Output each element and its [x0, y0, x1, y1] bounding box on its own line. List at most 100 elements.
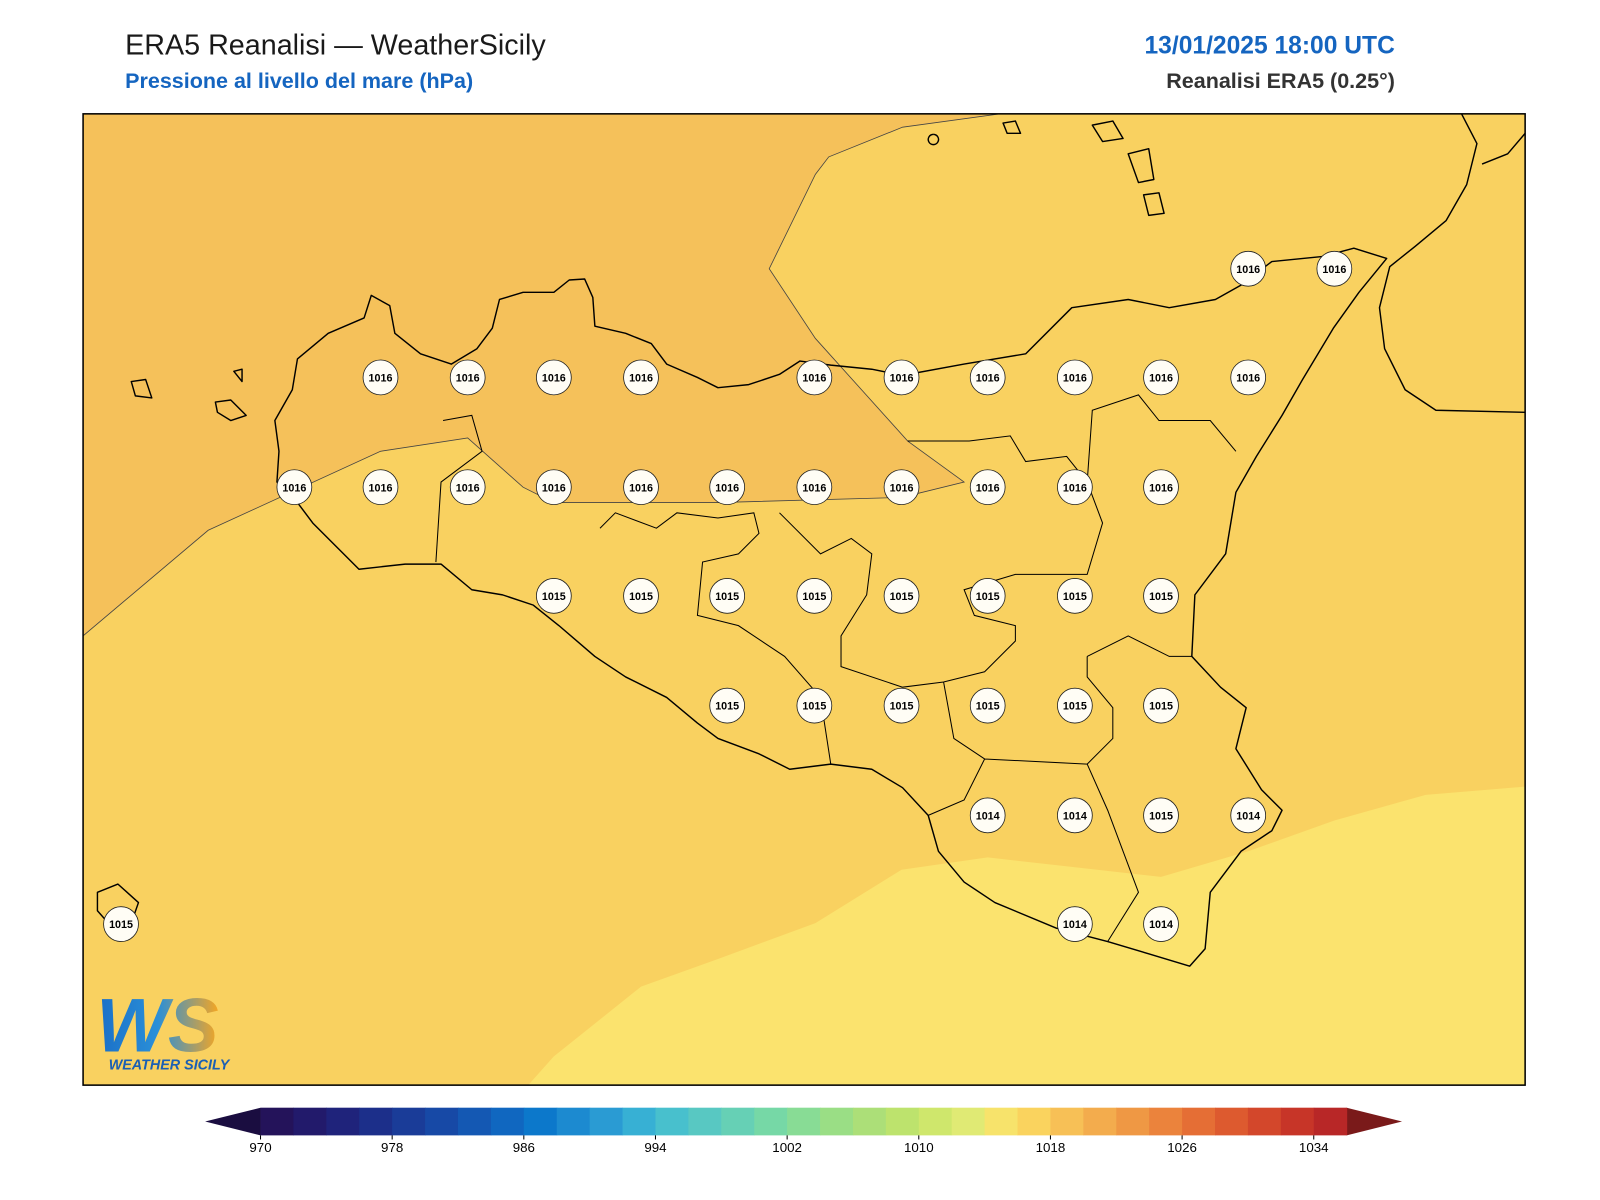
colorbar-tick-label: 994	[644, 1140, 667, 1155]
colorbar-bin	[820, 1107, 854, 1136]
station-marker	[1057, 797, 1093, 834]
station-value: 1016	[1236, 373, 1260, 385]
station-value: 1016	[1063, 482, 1087, 494]
station-value: 1015	[802, 591, 826, 603]
station-marker	[1230, 359, 1267, 396]
colorbar-tick-label: 1010	[904, 1140, 934, 1155]
station-value: 1016	[1149, 373, 1173, 385]
datetime: 13/01/2025 18:00 UTC	[1144, 32, 1395, 59]
station-marker	[796, 359, 833, 396]
station-marker	[1143, 906, 1179, 942]
colorbar-bin	[1280, 1107, 1315, 1136]
subtitle: Pressione al livello del mare (hPa)	[125, 69, 473, 93]
pressure-zone	[528, 786, 1526, 1086]
colorbar-bin	[260, 1107, 294, 1136]
colorbar-bin	[490, 1107, 525, 1136]
station-marker	[969, 359, 1006, 396]
station-marker	[623, 578, 659, 614]
colorbar-tick-label: 970	[249, 1140, 271, 1155]
colorbar-extend-high	[1346, 1107, 1403, 1136]
coastline	[274, 247, 1388, 967]
station-marker	[536, 359, 572, 396]
station-marker	[362, 469, 399, 506]
colorbar-bin	[293, 1107, 327, 1136]
station-value: 1014	[1149, 919, 1173, 931]
title: ERA5 Reanalisi — WeatherSicily	[125, 29, 546, 61]
station-value: 1014	[1063, 810, 1087, 822]
logo-text: WEATHER SICILY	[109, 1058, 231, 1074]
colorbar-extend-low	[205, 1107, 261, 1136]
station-value: 1015	[1063, 701, 1087, 713]
station-marker	[1057, 578, 1093, 614]
station-value: 1015	[890, 591, 914, 603]
station-value: 1015	[1149, 591, 1173, 603]
station-marker	[536, 578, 572, 614]
station-value: 1016	[456, 482, 480, 494]
station-marker	[1057, 359, 1093, 396]
station-marker	[1143, 469, 1179, 506]
station-marker	[1230, 250, 1267, 287]
station-value: 1016	[369, 482, 393, 494]
station-marker	[709, 578, 746, 614]
station-value: 1016	[542, 482, 566, 494]
colorbar-bin	[1247, 1107, 1282, 1136]
station-marker	[883, 469, 920, 506]
colorbar-bin	[425, 1107, 459, 1136]
colorbar-bin	[852, 1107, 887, 1136]
station-value: 1016	[1063, 373, 1087, 385]
station-value: 1016	[629, 373, 653, 385]
station-marker	[1230, 797, 1267, 834]
colorbar-bin	[556, 1107, 591, 1136]
colorbar-bin	[918, 1107, 953, 1136]
station-marker	[103, 906, 139, 942]
station-marker	[969, 797, 1006, 834]
station-value: 1016	[629, 482, 653, 494]
station-marker	[1057, 687, 1093, 724]
colorbar-bin	[392, 1107, 426, 1136]
colorbar-bin	[787, 1107, 821, 1136]
station-marker	[449, 359, 486, 396]
station-marker	[1316, 250, 1353, 287]
station-value: 1015	[715, 701, 739, 713]
station-marker	[276, 469, 313, 506]
logo: WS WEATHER SICILY	[96, 983, 230, 1073]
station-value: 1016	[1149, 482, 1173, 494]
colorbar-bin	[1083, 1107, 1117, 1136]
station-value: 1015	[1063, 591, 1087, 603]
station-value: 1014	[976, 810, 1000, 822]
station-value: 1016	[715, 482, 739, 494]
station-marker	[1143, 687, 1179, 724]
colorbar-bin	[326, 1107, 360, 1136]
colorbar-bin	[885, 1107, 920, 1136]
station-marker	[1143, 359, 1179, 396]
colorbar-bin	[622, 1107, 656, 1136]
station-marker	[883, 359, 920, 396]
colorbar-bin	[984, 1107, 1019, 1136]
station-marker	[969, 469, 1006, 506]
province-border	[435, 394, 1237, 942]
isobar	[83, 113, 1001, 637]
station-value: 1014	[1236, 810, 1260, 822]
station-value: 1016	[976, 373, 1000, 385]
map-frame	[82, 113, 1526, 1086]
colorbar-bin	[1050, 1107, 1084, 1136]
colorbar-bin	[1149, 1107, 1183, 1136]
station-value: 1016	[282, 482, 306, 494]
station-value: 1016	[542, 373, 566, 385]
station-marker	[883, 687, 920, 724]
station-marker	[796, 687, 833, 724]
station-value: 1015	[802, 701, 826, 713]
coastline	[1378, 113, 1526, 414]
colorbar-bin	[523, 1107, 558, 1136]
colorbar-bin	[457, 1107, 492, 1136]
station-value: 1016	[976, 482, 1000, 494]
station-marker	[796, 578, 833, 614]
station-value: 1015	[1149, 810, 1173, 822]
station-marker	[1143, 578, 1179, 614]
colorbar-bin	[1313, 1107, 1348, 1136]
station-marker	[709, 687, 746, 724]
map: 1016 1016 1016 1016 1016 1016 1016 1016 1016 1016…	[82, 113, 1526, 1086]
colorbar-bin	[1215, 1107, 1249, 1136]
colorbar-tick-label: 1018	[1036, 1140, 1066, 1155]
station-value: 1015	[629, 591, 653, 603]
